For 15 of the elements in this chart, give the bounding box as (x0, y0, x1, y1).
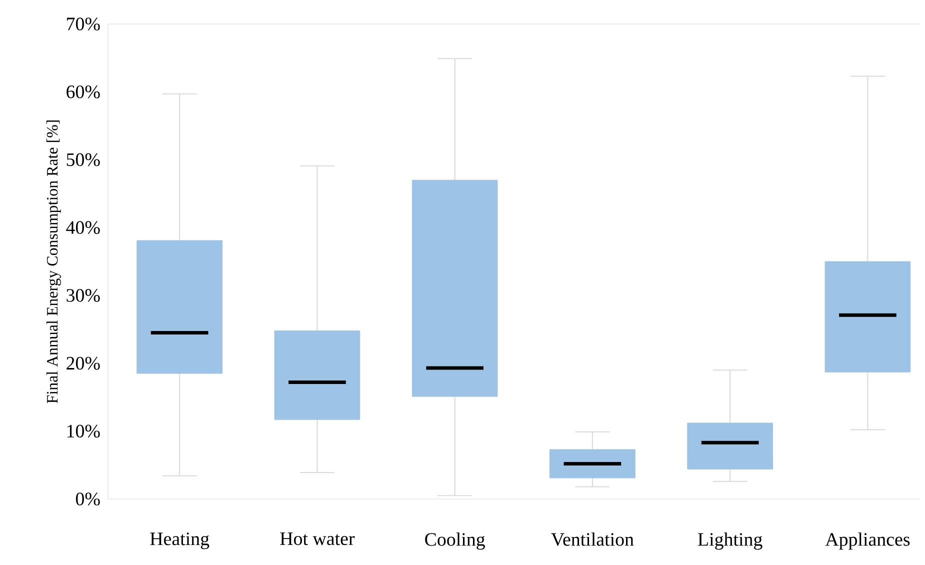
x-tick-label: Hot water (280, 532, 355, 546)
y-tick-label: 0% (76, 492, 100, 506)
x-tick-label: Lighting (698, 532, 762, 550)
y-axis-title: Final Annual Energy Consumption Rate [%] (46, 120, 61, 404)
x-tick-label: Heating (150, 532, 210, 550)
y-tick-label: 50% (66, 153, 100, 166)
x-tick-label: Ventilation (551, 532, 634, 546)
x-tick-label: Cooling (425, 532, 485, 550)
y-tick-label: 40% (66, 221, 100, 234)
y-tick-label: 60% (66, 85, 100, 98)
y-tick-label: 10% (67, 424, 100, 438)
y-tick-label: 30% (66, 289, 100, 302)
x-tick-label: Appliances (825, 532, 910, 550)
y-tick-label: 70% (67, 18, 100, 30)
y-tick-label: 20% (66, 356, 100, 370)
